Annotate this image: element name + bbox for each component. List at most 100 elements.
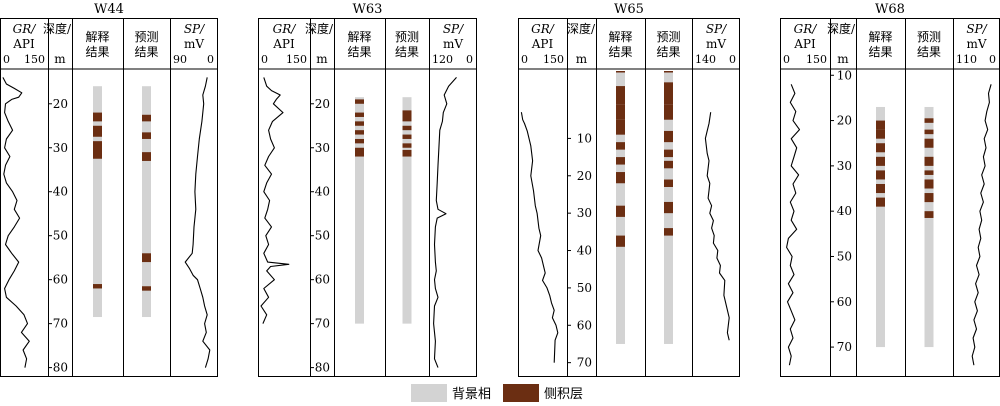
gr-scale-min: 0 [3,53,10,66]
pred-background-bar [924,106,934,348]
depth-tick-label: 20 [837,114,852,128]
interp-lateral-layer [616,205,625,217]
pred-track-label: 预测 [656,30,680,44]
gr-unit: API [12,37,35,51]
pred-lateral-layer [402,143,412,148]
sp-track-label: SP/ [443,22,465,36]
sp-track-label: SP/ [966,22,988,36]
interp-lateral-layer [355,138,364,144]
pred-lateral-layer [664,82,673,105]
sp-curve [704,112,730,341]
pred-background-bar [142,86,151,318]
interp-lateral-layer [616,157,625,165]
interp-track-label-line2: 结果 [347,45,371,59]
pred-lateral-layer [664,149,673,158]
depth-track-label: 深度/ [43,21,72,36]
sp-unit: mV [966,37,986,51]
depth-tick-label: 20 [577,169,592,183]
pred-lateral-layer [924,193,934,203]
depth-tick-label: 30 [577,206,592,220]
interp-lateral-layer [876,170,885,180]
interp-lateral-layer [355,121,364,126]
depth-tick-label: 60 [837,295,852,309]
interp-lateral-layer [616,71,625,73]
gr-curve [260,77,290,324]
pred-lateral-layer [924,211,934,218]
track-frame [780,18,1000,377]
pred-track-label-line2: 结果 [917,45,941,59]
interp-track-label: 解释 [85,30,109,44]
interp-lateral-layer [93,112,102,122]
depth-tick-label: 40 [53,185,68,199]
interp-lateral-layer [93,284,102,289]
well-title-W44: W44 [94,2,124,17]
interp-track-label: 解释 [347,30,371,44]
interp-lateral-layer [876,143,885,153]
sp-scale-min: 140 [695,53,716,66]
well-title-W63: W63 [353,2,383,17]
depth-tick-label: 50 [53,229,68,243]
depth-tick-label: 30 [315,141,330,155]
legend-lateral-label: 侧积层 [544,387,583,402]
interp-lateral-layer [355,130,364,135]
sp-scale-min: 110 [956,53,977,66]
gr-curve [520,112,559,363]
legend-background-swatch [411,384,447,402]
depth-tick-label: 60 [53,273,68,287]
pred-lateral-layer [924,118,934,123]
depth-unit: m [54,52,66,66]
interp-lateral-layer [616,142,625,150]
depth-unit: m [576,52,588,66]
pred-lateral-layer [402,149,412,157]
sp-scale-min: 90 [173,53,187,66]
sp-curve [433,77,457,368]
depth-tick-label: 40 [837,204,852,218]
pred-lateral-layer [924,138,934,148]
interp-background-bar [876,106,885,348]
depth-tick-label: 60 [315,273,330,287]
gr-scale-max: 150 [543,53,564,66]
legend-lateral-swatch [503,384,539,402]
pred-lateral-layer [402,110,412,122]
interp-background-bar [93,86,102,318]
depth-tick-label: 70 [577,356,592,370]
interp-lateral-layer [876,197,885,207]
interp-track-label-line2: 结果 [85,45,109,59]
interp-lateral-layer [616,235,625,247]
depth-tick-label: 20 [53,97,68,111]
gr-scale-max: 150 [24,53,45,66]
sp-curve [971,84,992,366]
gr-scale-min: 0 [521,53,528,66]
depth-tick-label: 40 [577,244,592,258]
pred-lateral-layer [142,132,151,139]
depth-track-label: 深度/ [827,21,856,36]
pred-lateral-layer [402,125,412,131]
interp-lateral-layer [355,147,364,157]
interp-lateral-layer [876,129,885,139]
interp-lateral-layer [876,156,885,166]
well-title-W65: W65 [614,2,644,17]
pred-lateral-layer [924,156,934,166]
pred-lateral-layer [402,134,412,139]
pred-lateral-layer [142,114,151,122]
depth-tick-label: 20 [315,97,330,111]
sp-unit: mV [443,37,463,51]
pred-lateral-layer [664,71,673,73]
interp-lateral-layer [616,86,625,105]
depth-tick-label: 50 [577,281,592,295]
interp-lateral-layer [616,172,625,184]
pred-lateral-layer [664,130,673,143]
depth-track-label: 深度/ [305,21,334,36]
track-frame [518,18,740,377]
depth-tick-label: 40 [315,185,330,199]
depth-track-label: 深度/ [567,21,596,36]
gr-scale-min: 0 [261,53,268,66]
sp-scale-max: 0 [729,53,736,66]
pred-track-label-line2: 结果 [134,45,158,59]
interp-lateral-layer [616,104,625,120]
legend-background-label: 背景相 [452,387,491,402]
depth-tick-label: 10 [577,131,592,145]
depth-unit: m [316,52,328,66]
depth-tick-label: 70 [315,317,330,331]
